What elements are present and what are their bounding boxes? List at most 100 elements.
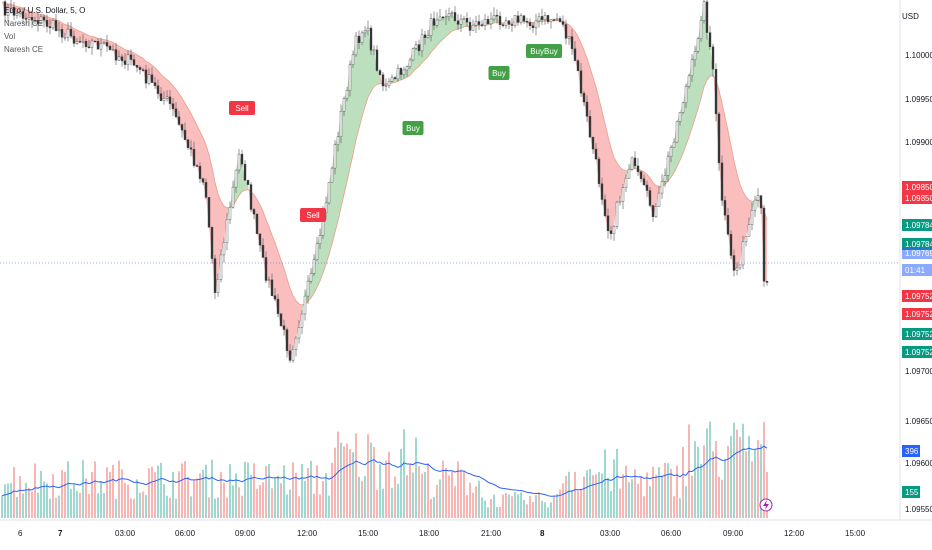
candle-body <box>621 187 625 202</box>
trend-band-segment <box>623 169 626 188</box>
candle-body <box>591 137 595 150</box>
volume-bar <box>649 486 651 518</box>
volume-bar <box>622 474 624 518</box>
volume-bar <box>67 461 69 518</box>
trend-band-segment <box>224 206 227 243</box>
volume-bar <box>199 473 201 518</box>
candle-body <box>384 85 388 87</box>
volume-bar <box>679 498 681 518</box>
candle-body <box>363 30 367 34</box>
volume-bar <box>337 431 339 518</box>
candle-body <box>423 34 427 38</box>
volume-bar <box>139 492 141 518</box>
volume-bar <box>136 479 138 518</box>
volume-bar <box>259 484 261 518</box>
candle-body <box>294 337 298 350</box>
indicator-label[interactable]: Naresh CE <box>4 45 44 54</box>
volume-bar <box>628 482 630 518</box>
volume-bar <box>529 496 531 518</box>
candle-body <box>747 224 751 237</box>
candle-body <box>510 24 514 26</box>
candle-body <box>267 279 271 282</box>
volume-bar <box>427 463 429 518</box>
candle-body <box>495 14 499 17</box>
volume-bar <box>124 482 126 518</box>
candle-body <box>72 35 76 44</box>
candle-body <box>333 144 337 169</box>
volume-bar <box>1 495 3 518</box>
candle-body <box>192 149 196 166</box>
sell-signal-label: Sell <box>235 104 249 113</box>
trend-band-segment <box>470 25 473 31</box>
symbol-title[interactable]: Euro / U.S. Dollar, 5, O <box>4 6 86 15</box>
trend-band-segment <box>371 49 374 92</box>
volume-bar <box>70 489 72 518</box>
candle-body <box>762 207 766 282</box>
volume-bar <box>34 463 36 518</box>
volume-bar <box>760 444 762 518</box>
indicator-label[interactable]: Vol <box>4 32 16 41</box>
volume-bar <box>658 467 660 518</box>
lightning-icon[interactable] <box>759 498 773 512</box>
candle-body <box>552 19 556 21</box>
volume-bar <box>739 437 741 518</box>
candle-body <box>750 210 754 226</box>
volume-bar <box>460 469 462 518</box>
volume-bar <box>763 422 765 518</box>
candle-body <box>687 75 691 87</box>
candle-body <box>300 313 304 328</box>
volume-bar <box>163 484 165 518</box>
candle-body <box>633 157 637 167</box>
trend-band-segment <box>164 77 167 99</box>
volume-bar <box>148 468 150 518</box>
volume-bar <box>4 484 6 518</box>
price-badges: 1.098501.098501.097841.097841.0976901:41… <box>902 181 932 498</box>
volume-bar <box>640 476 642 518</box>
candle-body <box>564 24 568 39</box>
candle-body <box>672 141 676 148</box>
candle-body <box>159 93 163 101</box>
candle-body <box>645 184 649 191</box>
price-tick: 1.09700 <box>905 367 932 376</box>
price-badge-text: 1.09850 <box>905 194 932 203</box>
price-badge <box>902 264 932 276</box>
volume-bar <box>133 498 135 518</box>
volume-bar <box>556 493 558 518</box>
candle-body <box>507 20 511 25</box>
candle-body <box>366 27 370 32</box>
price-axis[interactable]: 1.10000 1.09950 1.09900 1.09700 1.09650 … <box>905 51 932 514</box>
volume-bar <box>103 493 105 518</box>
candle-body <box>666 156 670 176</box>
volume-bar <box>652 466 654 518</box>
price-badge <box>902 290 932 302</box>
time-axis[interactable]: 6 7 03:00 06:00 09:00 12:00 15:00 18:00 … <box>18 529 866 538</box>
volume-bar <box>727 445 729 518</box>
candle-body <box>105 42 109 47</box>
time-label: 03:00 <box>115 529 136 538</box>
time-label: 06:00 <box>661 529 682 538</box>
price-badge-text: 1.09784 <box>905 221 932 230</box>
candle-body <box>318 235 322 244</box>
candle-body <box>765 281 769 283</box>
volume-bar <box>229 464 231 518</box>
candle-body <box>261 244 265 258</box>
indicator-label[interactable]: Naresh CE <box>4 19 44 28</box>
volume-bar <box>307 468 309 518</box>
candle-body <box>201 178 205 183</box>
candle-body <box>513 15 517 26</box>
time-label: 09:00 <box>235 529 256 538</box>
candle-body <box>735 267 739 271</box>
candle-body <box>624 177 628 188</box>
candle-body <box>231 186 235 208</box>
time-label: 6 <box>18 529 23 538</box>
currency-label[interactable]: USD <box>902 12 919 21</box>
candle-body <box>426 35 430 38</box>
volume-bar <box>64 471 66 518</box>
candle-body <box>147 74 151 84</box>
volume-bar <box>22 493 24 518</box>
candle-body <box>705 1 709 33</box>
candle-body <box>165 96 169 99</box>
candle-body <box>63 36 67 39</box>
